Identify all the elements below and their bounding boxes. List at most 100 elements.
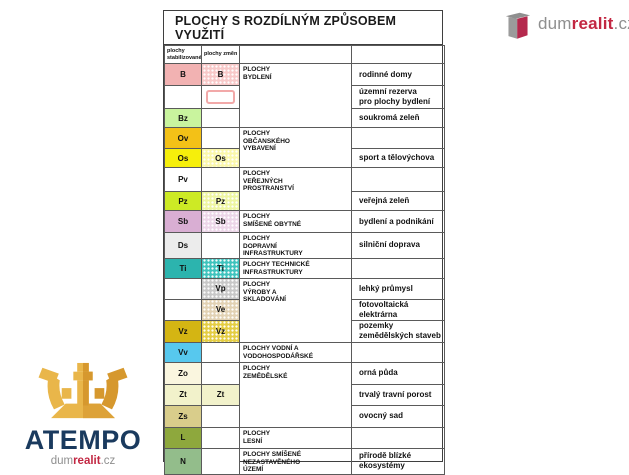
stabilized-swatch-cell: Sb <box>164 210 202 233</box>
change-swatch-cell <box>201 426 240 449</box>
description-cell <box>351 257 445 279</box>
change-swatch-cell: Ti <box>201 257 240 279</box>
zone-code-label: Zs <box>178 411 188 421</box>
category-cell: PLOCHY TECHNICKÉ INFRASTRUKTURY <box>239 257 352 279</box>
category-cell: PLOCHY VEŘEJNÝCH PROSTRANSTVÍ <box>239 167 352 211</box>
wm-text-cz: .cz <box>100 455 116 467</box>
legend-row-l: L PLOCHY LESNÍ <box>164 426 445 449</box>
zone-code-label: Vp <box>215 284 226 294</box>
description-cell: fotovoltaická elektrárna <box>351 298 445 321</box>
description-cell <box>351 127 445 149</box>
legend-row-zs: Zs ovocný sad <box>164 404 445 428</box>
zone-code-label: Zt <box>216 390 225 400</box>
zone-code-label: Vz <box>215 326 226 336</box>
stabilized-swatch-cell: Ti <box>164 257 202 279</box>
dumrealit-house-icon <box>505 12 531 39</box>
stabilized-swatch-cell <box>164 298 202 321</box>
change-swatch-cell <box>201 404 240 428</box>
change-swatch-cell: Sb <box>201 210 240 233</box>
change-swatch-cell <box>201 108 240 128</box>
legend-row-ti: Ti Ti PLOCHY TECHNICKÉ INFRASTRUKTURY <box>164 257 445 279</box>
stabilized-swatch-cell: L <box>164 426 202 449</box>
stabilized-swatch-cell: Zo <box>164 361 202 385</box>
zone-code-label: Bz <box>178 113 188 123</box>
stabilized-swatch-cell: Ov <box>164 127 202 149</box>
stabilized-swatch-cell: Os <box>164 148 202 168</box>
watermark-dumrealit-text: dumrealit.cz <box>8 455 158 467</box>
description-cell: silniční doprava <box>351 232 445 259</box>
zone-code-label: Zo <box>178 368 188 378</box>
stabilized-swatch-cell: Pv <box>164 167 202 192</box>
category-cell: PLOCHY SMÍŠENÉ OBYTNÉ <box>239 210 352 233</box>
zone-code-label: B <box>180 70 186 79</box>
legend-row-b: B B PLOCHY BYDLENÍ rodinné domy <box>164 63 445 128</box>
crown-icon <box>38 362 128 419</box>
zone-code-label: B <box>217 70 224 79</box>
land-use-legend-table: PLOCHY S ROZDÍLNÝM ZPŮSOBEM VYUŽITÍ ploc… <box>163 10 445 475</box>
description-cell: orná půda <box>351 361 445 385</box>
description-cell: bydlení a podnikání <box>351 210 445 233</box>
description-cell: soukromá zeleň <box>351 108 445 128</box>
zone-code-label: Pv <box>178 175 188 184</box>
header-plochy-stabilizovane: plochy stabilizované <box>164 45 202 64</box>
zone-code-label: Sb <box>177 217 189 226</box>
legend-grid: plochy stabilizované plochy změn B B PLOCH… <box>164 45 445 475</box>
change-swatch-cell: Os <box>201 148 240 168</box>
category-cell: PLOCHY ZEMĚDĚLSKÉ <box>239 361 352 428</box>
territorial-reserve-symbol <box>206 90 235 104</box>
stabilized-swatch-cell: Vv <box>164 341 202 363</box>
change-swatch-cell <box>201 341 240 363</box>
header-plochy-zmen: plochy změn <box>201 45 240 64</box>
description-cell: lehký průmysl <box>351 277 445 300</box>
zone-code-label: N <box>180 456 186 466</box>
description-cell: veřejná zeleň <box>351 191 445 211</box>
legend-row-bz: Bz soukromá zeleň <box>164 108 445 128</box>
logo-text-realit: realit <box>571 14 614 33</box>
wm-text-realit: realit <box>73 455 101 467</box>
legend-row-pz: Pz Pz veřejná zeleň <box>164 191 445 211</box>
dumrealit-wordmark: dumrealit.cz <box>538 14 629 34</box>
legend-row-zo: Zo PLOCHY ZEMĚDĚLSKÉ orná půda <box>164 361 445 428</box>
dumrealit-logo: dumrealit.cz <box>505 8 629 40</box>
stabilized-swatch-cell: B <box>164 63 202 86</box>
legend-row-vv: Vv PLOCHY VODNÍ A VODOHOSPODÁŘSKÉ <box>164 341 445 363</box>
change-swatch-cell <box>201 361 240 385</box>
description-cell <box>351 341 445 363</box>
description-cell: pozemky zemědělských staveb <box>351 319 445 343</box>
change-swatch-cell <box>201 447 240 475</box>
stabilized-swatch-cell: Zt <box>164 383 202 406</box>
category-cell: PLOCHY SMÍŠENÉ NEZASTAVĚNÉHO ÚZEMÍ <box>239 447 352 475</box>
zone-code-label: Ov <box>177 133 189 143</box>
zone-code-label: Pz <box>178 196 188 206</box>
legend-row-ov: Ov PLOCHY OBČANSKÉHO VYBAVENÍ <box>164 127 445 168</box>
legend-row-vz: Vz Vz pozemky zemědělských staveb <box>164 319 445 343</box>
stabilized-swatch-cell <box>164 85 202 109</box>
stabilized-swatch-cell: Pz <box>164 191 202 211</box>
zone-code-label: Ds <box>177 240 189 250</box>
atempo-wordmark: ATEMPO <box>24 425 142 455</box>
zone-code-label: Ti <box>217 263 224 273</box>
change-swatch-cell: Zt <box>201 383 240 406</box>
description-cell: přírodě blízké ekosystémy <box>351 447 445 475</box>
category-cell: PLOCHY VÝROBY A SKLADOVÁNÍ <box>239 277 352 343</box>
category-cell: PLOCHY LESNÍ <box>239 426 352 449</box>
legend-row-n: N PLOCHY SMÍŠENÉ NEZASTAVĚNÉHO ÚZEMÍ příro… <box>164 447 445 475</box>
zone-code-label: Ti <box>179 263 187 273</box>
legend-title: PLOCHY S ROZDÍLNÝM ZPŮSOBEM VYUŽITÍ <box>164 11 442 45</box>
stabilized-swatch-cell <box>164 277 202 300</box>
legend-rows: B B PLOCHY BYDLENÍ rodinné domy územní rezer… <box>164 63 445 475</box>
legend-row-pv: Pv PLOCHY VEŘEJNÝCH PROSTRANSTVÍ <box>164 167 445 211</box>
change-swatch-cell <box>201 232 240 259</box>
change-swatch-cell: Ve <box>201 298 240 321</box>
header-blank-description <box>351 45 445 64</box>
stabilized-swatch-cell: Bz <box>164 108 202 128</box>
description-cell: sport a tělovýchova <box>351 148 445 168</box>
header-blank-category <box>239 45 352 64</box>
legend-row-vp: Vp PLOCHY VÝROBY A SKLADOVÁNÍ lehký průmys… <box>164 277 445 343</box>
zone-code-label: Vz <box>178 326 188 336</box>
stabilized-swatch-cell: Ds <box>164 232 202 259</box>
legend-row-ds: Ds PLOCHY DOPRAVNÍ INFRASTRUKTURY silniční… <box>164 232 445 259</box>
zone-code-label: L <box>180 433 186 443</box>
description-cell <box>351 426 445 449</box>
description-cell: územní rezerva pro plochy bydlení <box>351 85 445 109</box>
